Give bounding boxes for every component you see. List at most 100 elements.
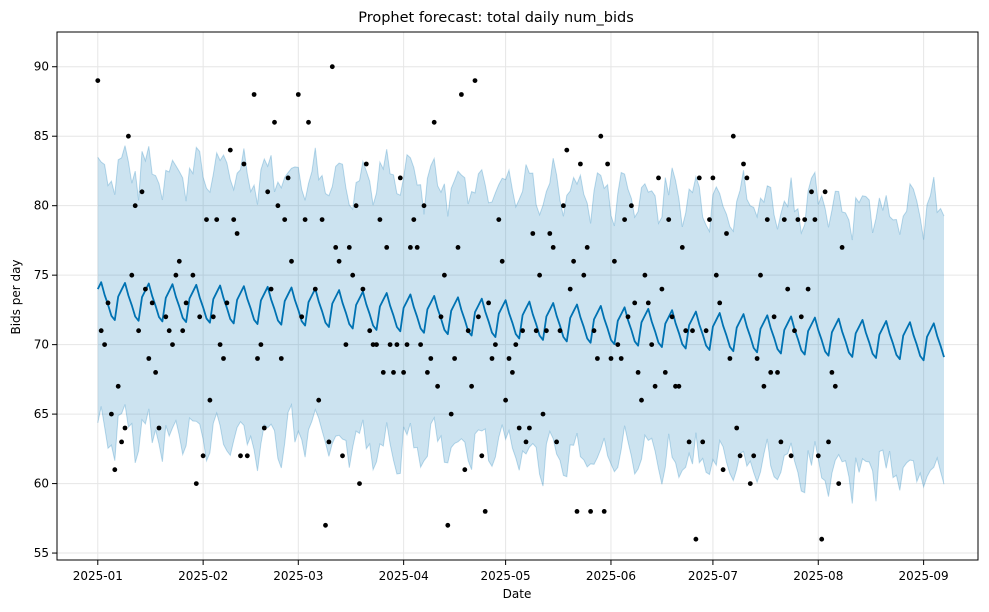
observed-point — [251, 92, 257, 97]
observed-point — [615, 342, 621, 347]
observed-point — [513, 342, 519, 347]
observed-point — [557, 328, 563, 334]
observed-point — [224, 300, 230, 306]
observed-point — [275, 203, 281, 209]
observed-point — [207, 397, 213, 403]
observed-point — [112, 467, 118, 473]
observed-point — [547, 231, 553, 236]
y-tick-label: 70 — [34, 338, 49, 352]
observed-point — [329, 64, 335, 70]
observed-point — [452, 356, 457, 361]
observed-point — [340, 453, 345, 459]
observed-point — [261, 425, 267, 431]
observed-point — [149, 300, 155, 306]
observed-point — [629, 203, 634, 209]
observed-point — [418, 342, 423, 347]
observed-point — [363, 161, 369, 167]
x-tick-label: 2025-07 — [688, 569, 738, 583]
observed-point — [102, 342, 107, 347]
forecast-line-layer — [96, 281, 945, 362]
x-tick-label: 2025-01 — [73, 569, 123, 583]
observed-point — [238, 453, 243, 459]
observed-point — [109, 411, 114, 417]
observed-point — [758, 272, 763, 278]
observed-point — [472, 78, 478, 83]
observed-point — [645, 300, 651, 306]
observed-point — [819, 536, 825, 542]
observed-point — [374, 342, 379, 347]
observed-point — [448, 411, 454, 417]
observed-point — [278, 356, 284, 361]
observed-point — [459, 92, 464, 97]
observed-point — [510, 370, 515, 375]
observed-point — [527, 425, 532, 431]
observed-point — [469, 383, 474, 389]
observed-point — [710, 175, 716, 181]
observed-point — [679, 245, 685, 250]
x-axis-ticks: 2025-01 2025-02 2025-03 2025-04 2025-05 2025-… — [73, 560, 949, 583]
observed-point — [255, 356, 260, 361]
y-tick-label: 60 — [34, 477, 49, 491]
observed-point — [601, 509, 607, 514]
y-tick-label: 85 — [34, 129, 49, 143]
observed-point — [564, 147, 570, 153]
observed-point — [227, 147, 233, 153]
observed-point — [421, 203, 427, 209]
x-tick-label: 2025-05 — [481, 569, 531, 583]
observed-point — [234, 231, 240, 236]
observed-point — [717, 300, 723, 306]
observed-point — [707, 217, 712, 223]
observed-point — [482, 509, 488, 514]
observed-point — [730, 133, 736, 139]
observed-point — [204, 217, 209, 223]
observed-point — [445, 522, 451, 528]
observed-point — [544, 328, 549, 334]
observed-point — [272, 119, 277, 125]
observed-point — [285, 175, 291, 181]
observed-point — [411, 217, 417, 223]
observed-point — [404, 342, 410, 347]
x-tick-label: 2025-02 — [178, 569, 228, 583]
observed-point — [326, 439, 332, 445]
observed-point — [605, 161, 610, 167]
observed-point — [768, 370, 774, 375]
observed-point — [540, 411, 546, 417]
observed-point — [153, 370, 159, 375]
observed-point — [489, 356, 495, 361]
observed-point — [754, 356, 760, 361]
observed-point — [384, 245, 390, 250]
observed-point — [537, 272, 542, 278]
observed-point — [574, 509, 580, 514]
observed-point — [724, 231, 729, 236]
observed-point — [119, 439, 124, 445]
observed-point — [802, 217, 808, 223]
observed-point — [591, 328, 597, 334]
observed-point — [571, 258, 576, 264]
observed-point — [696, 175, 702, 181]
observed-point — [832, 383, 838, 389]
observed-point — [734, 425, 740, 431]
observed-point — [493, 342, 498, 347]
observed-point — [744, 175, 750, 181]
observed-point — [554, 439, 559, 445]
observed-point — [387, 342, 393, 347]
observed-point — [486, 300, 491, 306]
observed-point — [214, 217, 220, 223]
observed-point — [561, 203, 566, 209]
observed-point — [669, 314, 675, 320]
observed-point — [649, 342, 655, 347]
x-axis-label: Date — [503, 587, 532, 601]
observed-point — [176, 258, 182, 264]
observed-point — [435, 383, 440, 389]
observed-point — [632, 300, 638, 306]
y-tick-label: 90 — [34, 60, 49, 74]
observed-point — [523, 439, 529, 445]
observed-point — [357, 481, 362, 486]
observed-point — [166, 328, 172, 334]
observed-point — [666, 217, 672, 223]
observed-point — [455, 245, 461, 250]
observed-point — [244, 453, 250, 459]
observed-point — [401, 370, 406, 375]
observed-point — [690, 328, 695, 334]
observed-point — [115, 383, 121, 389]
